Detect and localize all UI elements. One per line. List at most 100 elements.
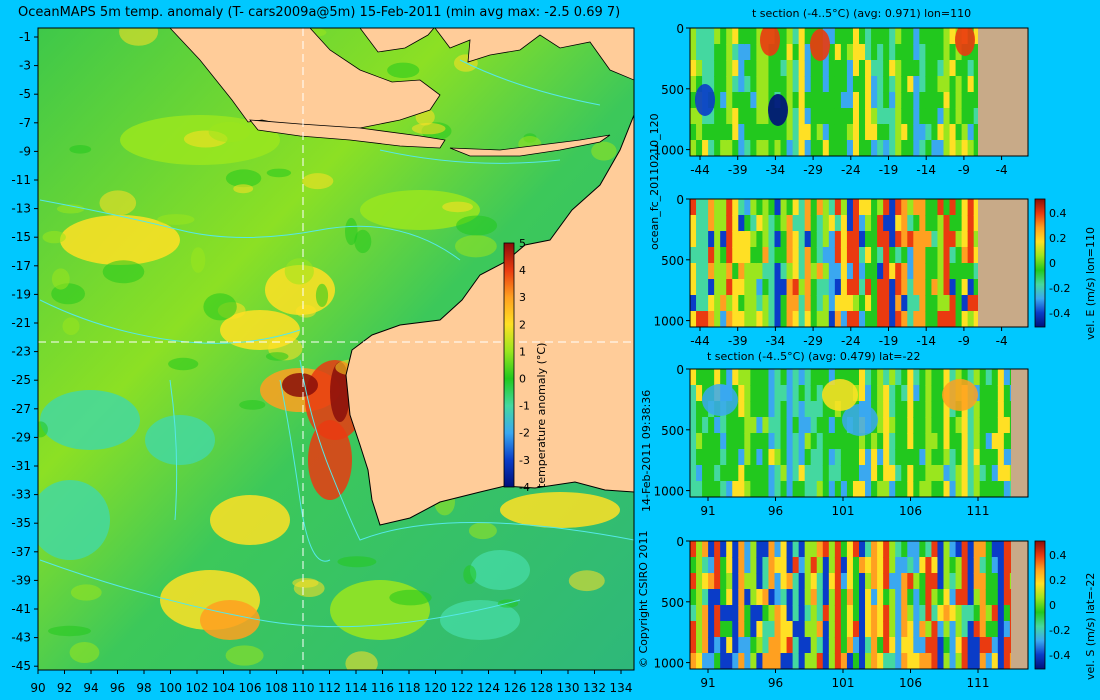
section-4-cell xyxy=(1003,605,1011,622)
section-1-cell xyxy=(889,28,896,45)
section-2-cell xyxy=(883,263,890,280)
section-3-cell xyxy=(985,385,993,402)
section-1-cell xyxy=(756,108,764,125)
section-1-cell xyxy=(907,60,914,77)
section-4-cell xyxy=(690,637,697,654)
section-1-cell xyxy=(792,44,800,61)
section-1-cell xyxy=(840,124,848,141)
section-3-cell xyxy=(925,385,933,402)
section-4-cell xyxy=(895,621,902,638)
section-4-cell xyxy=(931,589,939,606)
section-2-cell xyxy=(810,279,818,296)
map-eddy-patch xyxy=(225,645,264,666)
section-4-cell xyxy=(690,573,697,590)
section-2-cell xyxy=(852,279,860,296)
section-2-cell xyxy=(690,311,697,327)
section-2-cell xyxy=(871,295,878,312)
map-x-tick-label: 102 xyxy=(186,681,209,695)
section-2-cell xyxy=(768,311,776,327)
section-4-cell xyxy=(780,637,788,654)
section-3-cell xyxy=(702,449,709,466)
section-4-cell xyxy=(859,573,866,590)
section-2-cell xyxy=(774,231,782,248)
section-2-cell xyxy=(852,247,860,264)
section-3-cell xyxy=(816,449,824,466)
map-anomaly-patch xyxy=(440,600,520,640)
section-4-cell xyxy=(828,573,836,590)
section-3-cell xyxy=(738,433,745,450)
section-2-cell xyxy=(738,279,745,296)
section-2-cell xyxy=(732,247,739,264)
section-4-cell xyxy=(955,557,963,574)
section-2-cell xyxy=(871,247,878,264)
section-3-cell xyxy=(979,417,987,434)
map-anomaly-patch xyxy=(40,390,140,450)
section-3-cell xyxy=(750,385,757,402)
section-y-tick-label: 1000 xyxy=(653,144,684,158)
run-id-label: ocean_fc_20110210_120 xyxy=(648,113,661,250)
section-3-cell xyxy=(859,369,866,386)
section-4-cell xyxy=(726,637,733,654)
section-1-cell xyxy=(768,60,776,77)
section-3-cell xyxy=(997,433,1005,450)
section-1-cell xyxy=(883,92,890,109)
section-3-cell xyxy=(744,417,751,434)
section-1-cell xyxy=(828,124,836,141)
section-1-cell xyxy=(949,44,957,61)
section-4-cell xyxy=(913,621,920,638)
section-x-tick-label: -44 xyxy=(690,334,710,348)
section-1-cell xyxy=(865,60,872,77)
section-4-cell xyxy=(979,541,987,558)
section-4-cell xyxy=(967,573,975,590)
section-2-cell xyxy=(750,199,757,216)
section-2-cell xyxy=(816,231,824,248)
section-4-cell xyxy=(792,557,800,574)
section-1-cell xyxy=(696,76,703,93)
section-4-cell xyxy=(871,573,878,590)
section-2-cell xyxy=(961,279,969,296)
section-1-cell xyxy=(871,108,878,125)
section-2-cell xyxy=(895,247,902,264)
section-3-cell xyxy=(931,449,939,466)
map-y-tick-label: -1 xyxy=(19,30,31,44)
section-4-cell xyxy=(1003,541,1011,558)
section-2-cell xyxy=(786,199,794,216)
section-3-cell xyxy=(702,417,709,434)
section-3-cell xyxy=(961,433,969,450)
section-3-cell xyxy=(834,417,842,434)
section-3-cell xyxy=(726,433,733,450)
section-2-cell xyxy=(816,247,824,264)
section-4-cell xyxy=(792,621,800,638)
section-3-cell xyxy=(762,433,770,450)
section-3-cell xyxy=(846,481,854,497)
section-4-cell xyxy=(846,621,854,638)
section-3-cell xyxy=(756,369,764,386)
section-4-cell xyxy=(852,589,860,606)
section-3-cell xyxy=(967,401,975,418)
section-3-cell xyxy=(937,369,945,386)
section-3-cell xyxy=(720,481,727,497)
map-x-tick-label: 134 xyxy=(610,681,633,695)
section-2-cell xyxy=(889,263,896,280)
section-4-cell xyxy=(738,637,745,654)
section-3-cell xyxy=(756,385,764,402)
section-1-cell xyxy=(967,124,975,141)
section-3-cell xyxy=(907,433,914,450)
section-2-cell xyxy=(708,311,715,327)
section-2-cell xyxy=(949,263,957,280)
section-3-cell xyxy=(816,369,824,386)
section-3-cell xyxy=(973,433,981,450)
section-2-cell xyxy=(810,231,818,248)
section-3-cell xyxy=(780,465,788,482)
section-1-cell xyxy=(973,92,981,109)
section-2-cell xyxy=(768,215,776,232)
section-4-cell xyxy=(714,589,721,606)
section-4-cell xyxy=(810,621,818,638)
section-1-cell xyxy=(786,124,794,141)
section-1-cell xyxy=(714,124,721,141)
section-3-cell xyxy=(973,481,981,497)
section-x-tick-label: -24 xyxy=(841,163,861,177)
section-4-cell xyxy=(865,637,872,654)
section-2-cell xyxy=(744,311,751,327)
section-4-cell xyxy=(786,589,794,606)
